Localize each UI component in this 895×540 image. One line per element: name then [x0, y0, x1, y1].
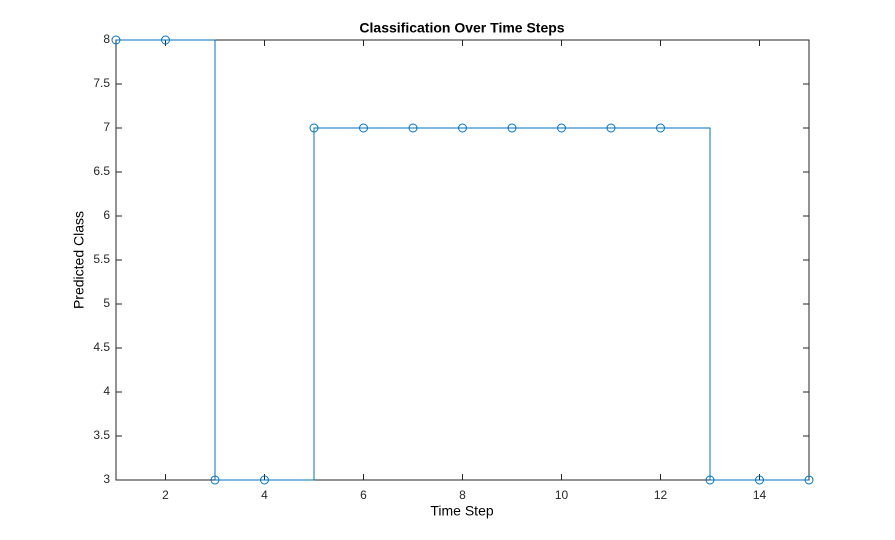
y-tick-label: 7.5	[93, 76, 110, 90]
x-tick-label: 10	[555, 488, 569, 502]
marker	[804, 475, 814, 485]
y-tick-label: 3	[103, 472, 110, 486]
marker	[705, 475, 715, 485]
marker	[111, 35, 121, 45]
marker	[408, 123, 418, 133]
marker	[309, 123, 319, 133]
y-tick-label: 5	[103, 296, 110, 310]
axes-box	[115, 39, 810, 481]
y-tick-label: 4.5	[93, 340, 110, 354]
y-tick-label: 6.5	[93, 164, 110, 178]
x-tick-label: 12	[654, 488, 668, 502]
marker	[161, 35, 170, 45]
y-tick-label: 8	[103, 32, 110, 46]
y-tick-label: 5.5	[93, 252, 110, 266]
y-tick-label: 6	[103, 208, 110, 222]
x-axis-label: Time Step	[430, 503, 493, 519]
marker	[606, 123, 616, 133]
y-tick-label: 3.5	[93, 428, 110, 442]
marker	[656, 123, 665, 133]
x-tick-label: 4	[261, 488, 268, 502]
y-tick-label: 7	[103, 120, 110, 134]
marker	[210, 475, 220, 485]
marker	[260, 475, 269, 485]
plot-area	[116, 40, 809, 480]
marker	[755, 475, 764, 485]
y-axis-label: Predicted Class	[71, 211, 87, 309]
stairs-line	[116, 39, 809, 481]
x-tick-label: 8	[459, 488, 466, 502]
marker	[507, 123, 517, 133]
y-tick-label: 4	[103, 384, 110, 398]
marker	[359, 123, 368, 133]
marker	[557, 123, 566, 133]
chart-title: Classification Over Time Steps	[359, 20, 564, 36]
x-tick-label: 2	[162, 488, 169, 502]
marker	[458, 123, 467, 133]
x-tick-label: 14	[753, 488, 767, 502]
x-tick-label: 6	[360, 488, 367, 502]
